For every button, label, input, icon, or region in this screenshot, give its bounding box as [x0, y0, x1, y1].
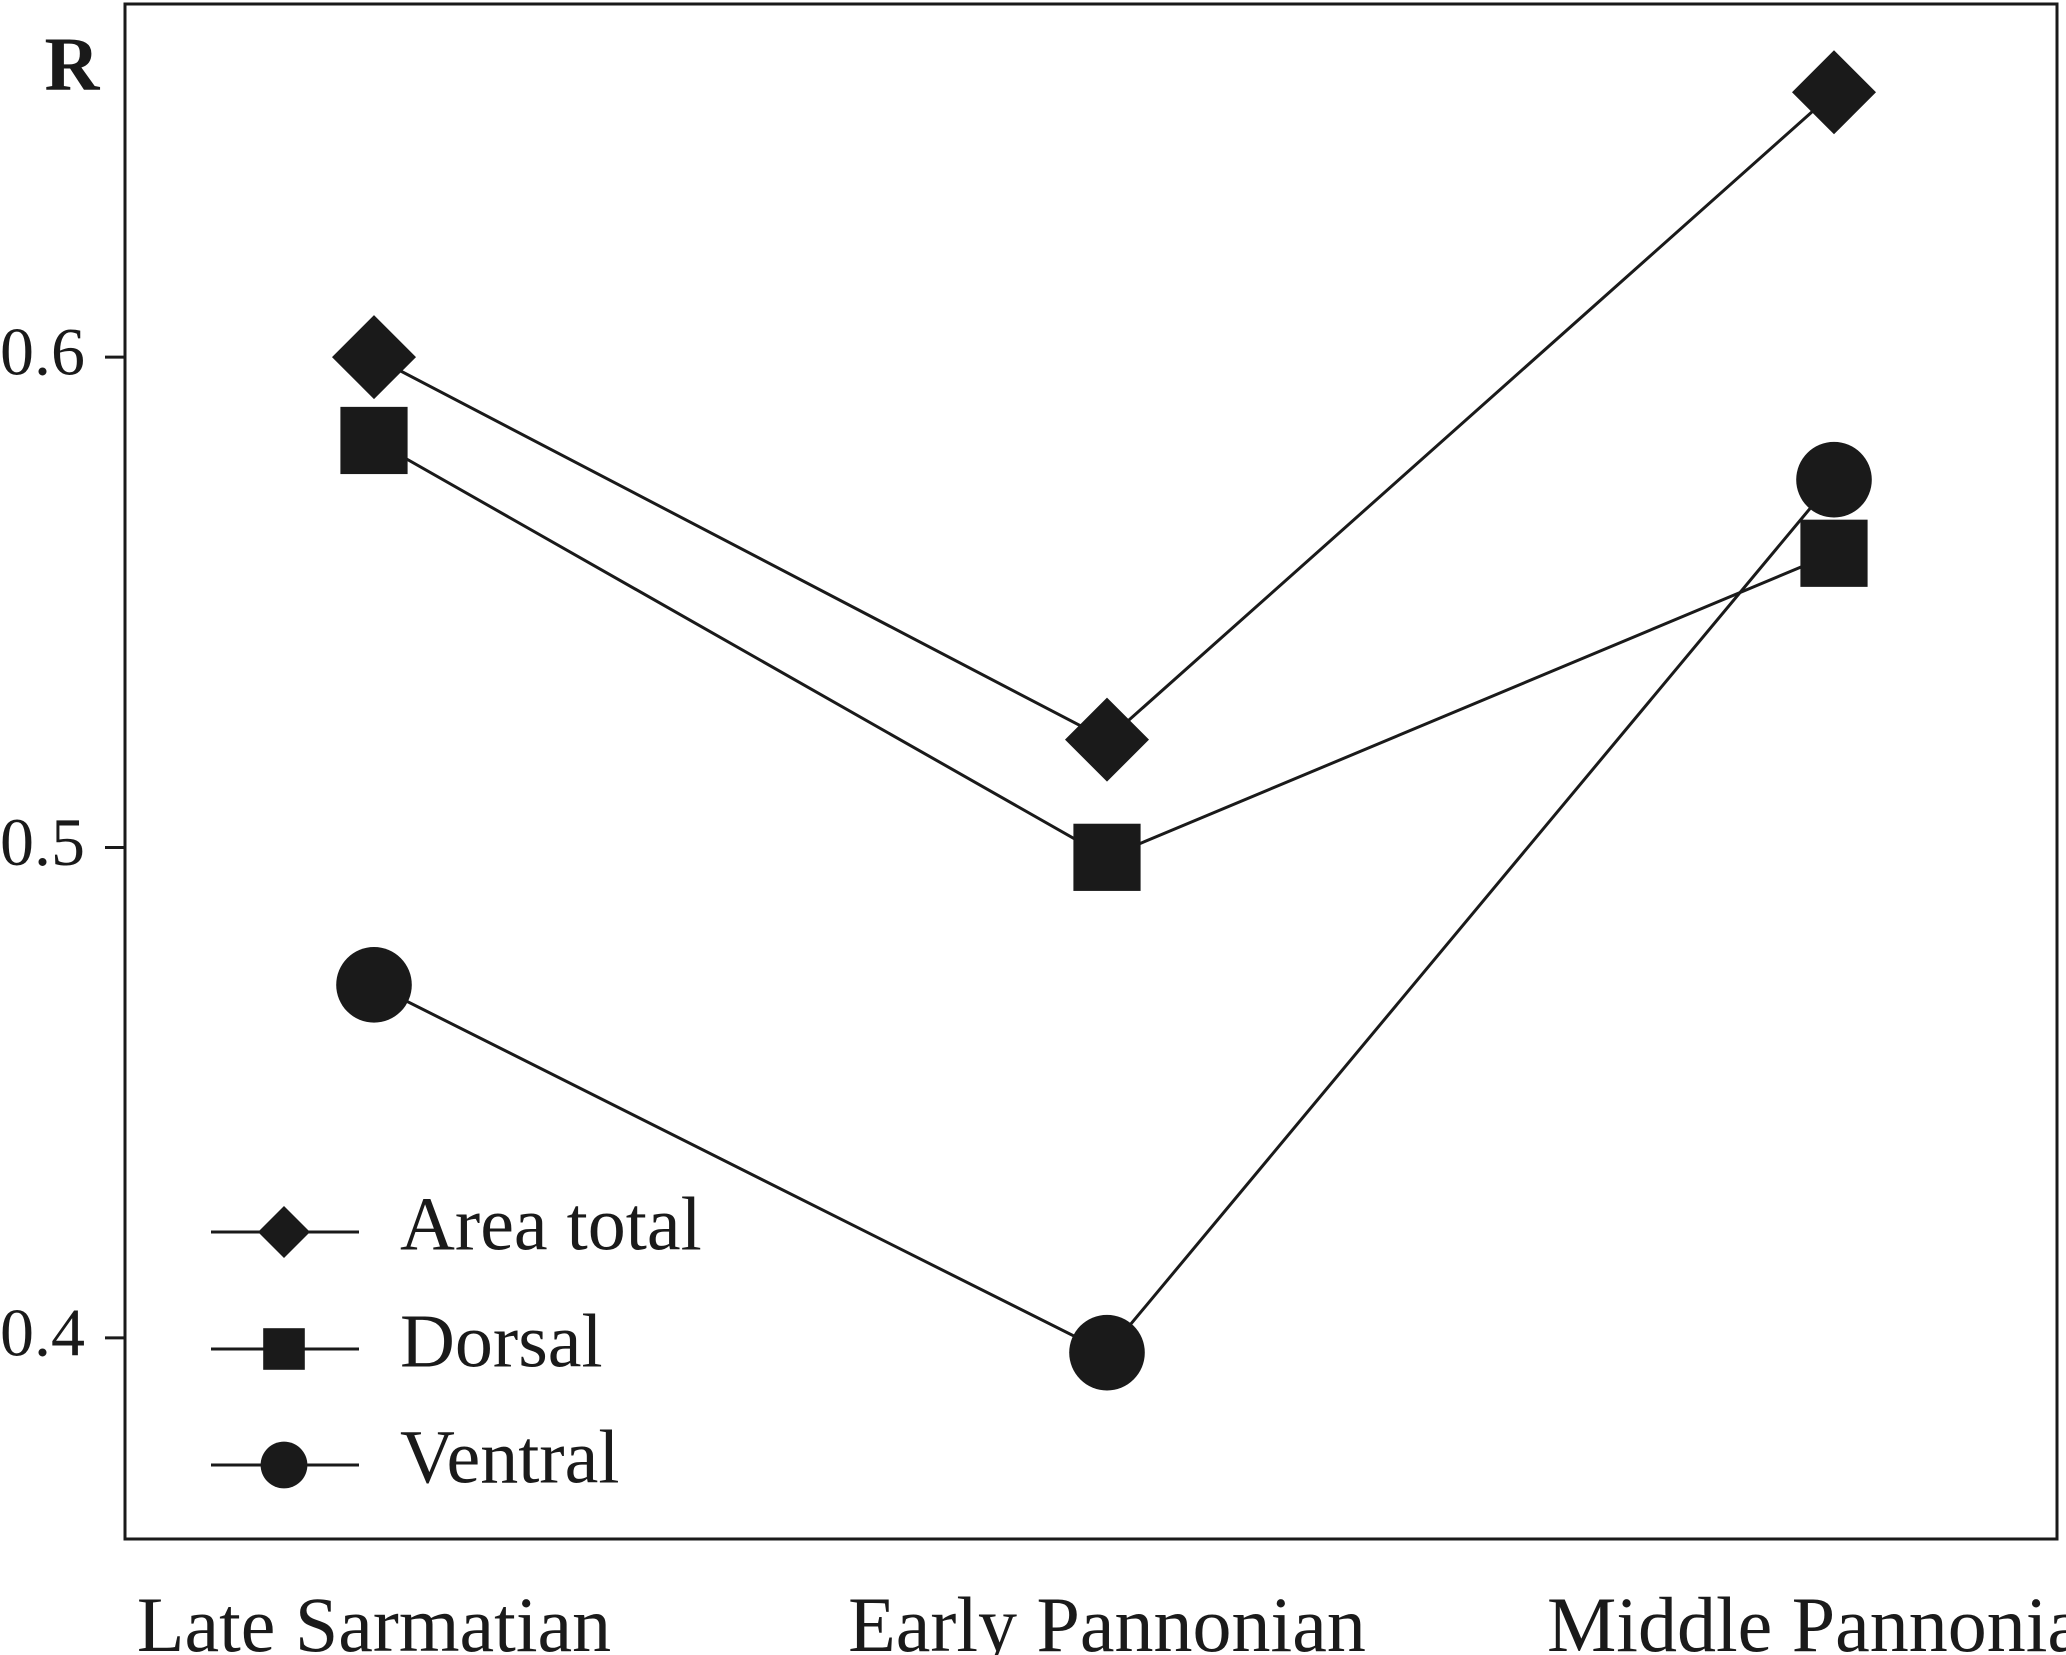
marker-diamond [332, 315, 416, 400]
legend-label: Dorsal [400, 1299, 603, 1383]
y-tick-label: 0.4 [0, 1295, 85, 1371]
x-tick-label: Middle Pannonian [1547, 1581, 2066, 1655]
marker-square [340, 406, 408, 475]
y-tick-label: 0.6 [0, 314, 85, 390]
plot-frame [123, 2, 2059, 1541]
y-tick-label: 0.5 [0, 804, 85, 880]
x-tick-label: Early Pannonian [848, 1581, 1366, 1655]
marker-circle [1069, 1314, 1145, 1391]
marker-diamond [1792, 50, 1876, 135]
marker-square [263, 1328, 305, 1370]
marker-square [1800, 519, 1868, 587]
legend-label: Ventral [400, 1415, 619, 1499]
marker-circle [1796, 441, 1872, 518]
marker-diamond [258, 1206, 310, 1258]
y-axis-label: R [45, 22, 101, 106]
marker-circle [260, 1441, 308, 1489]
marker-circle [336, 947, 412, 1023]
x-tick-label: Late Sarmatian [137, 1581, 611, 1655]
marker-square [1073, 823, 1141, 891]
marker-diamond [1065, 697, 1149, 782]
legend-label: Area total [400, 1182, 702, 1266]
